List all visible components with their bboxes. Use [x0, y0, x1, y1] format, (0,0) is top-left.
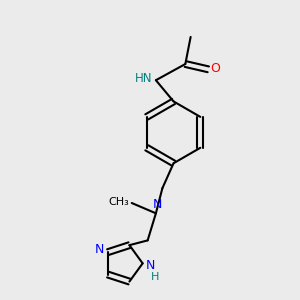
Text: O: O: [211, 62, 220, 75]
Text: H: H: [151, 272, 159, 282]
Text: N: N: [146, 259, 155, 272]
Text: N: N: [95, 243, 104, 256]
Text: N: N: [153, 198, 162, 211]
Text: CH₃: CH₃: [109, 196, 129, 206]
Text: HN: HN: [135, 72, 152, 85]
